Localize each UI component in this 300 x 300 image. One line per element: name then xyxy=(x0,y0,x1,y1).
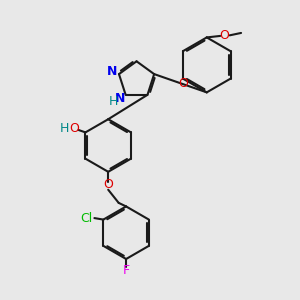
Text: H: H xyxy=(60,122,69,135)
Text: N: N xyxy=(107,64,118,78)
Text: N: N xyxy=(115,92,125,105)
Text: O: O xyxy=(103,178,113,191)
Text: Cl: Cl xyxy=(80,212,92,225)
Text: O: O xyxy=(178,77,188,90)
Text: O: O xyxy=(69,122,79,135)
Text: F: F xyxy=(122,264,130,277)
Text: O: O xyxy=(220,29,230,42)
Text: H: H xyxy=(108,95,118,108)
